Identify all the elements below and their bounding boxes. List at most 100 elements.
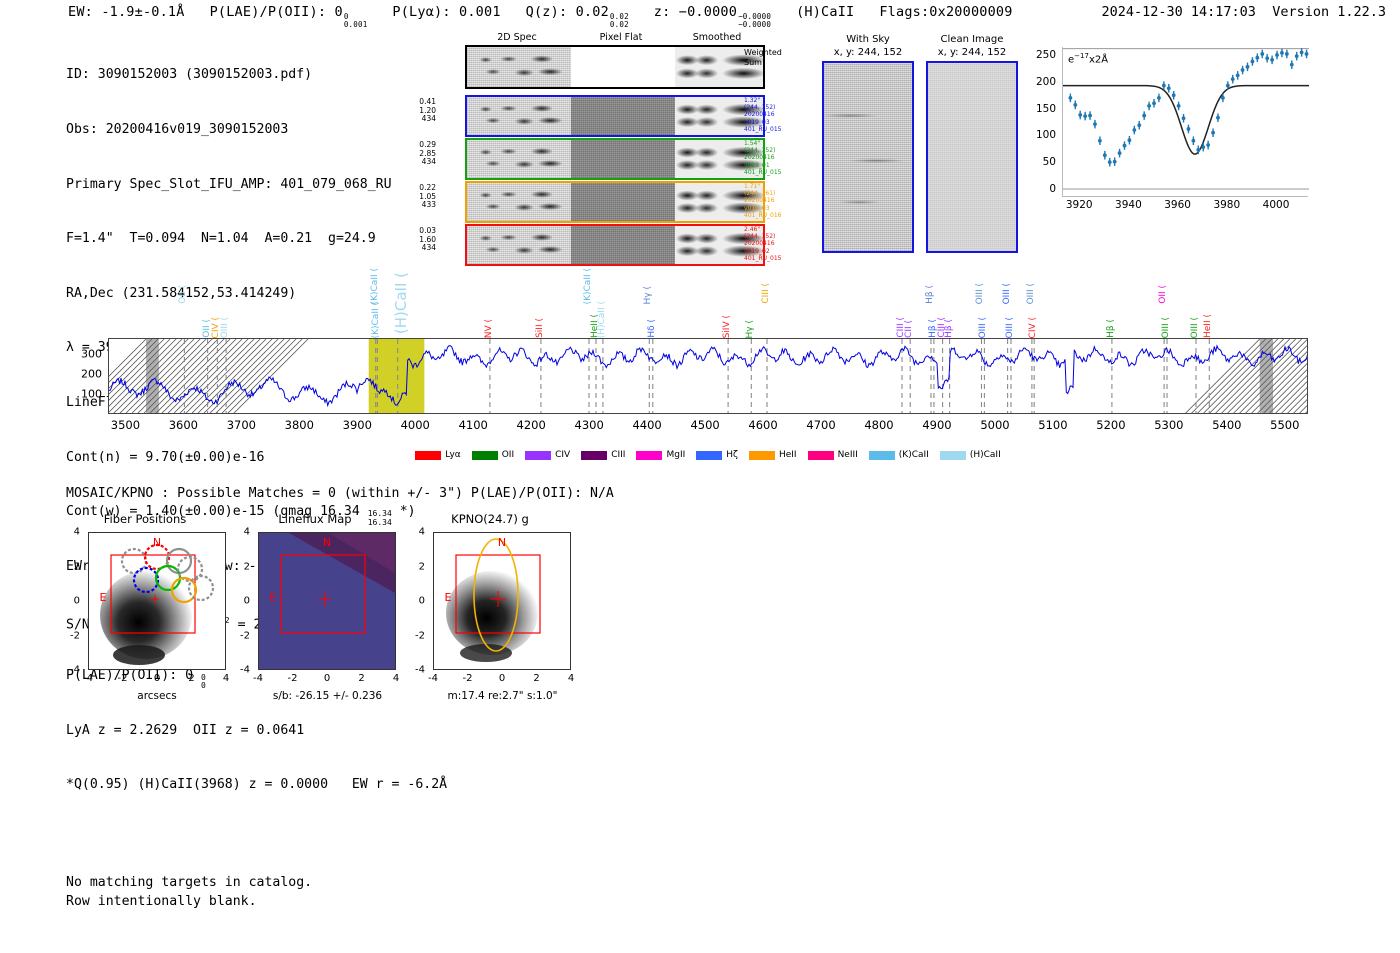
spec2d-row-1[interactable] [465,95,765,137]
spectrum-x-tick: 4800 [864,418,894,432]
mosaic-x-tick: -4 [83,673,93,684]
legend-item[interactable]: MgII [636,450,685,460]
emission-line-label: OIII ( [1005,316,1016,338]
spec2d-image-smoothed [675,47,763,87]
legend-item[interactable]: CIV [525,450,570,460]
legend-item[interactable]: CIII [581,450,625,460]
full-spectrum-chart[interactable]: OII (OII (CIV (OIII ((K)CaII ((K)CaII ((… [60,262,1310,477]
plae-poii-value: 0 [334,4,343,20]
mosaic-x-tick: 0 [323,673,331,684]
mosaic-x-tick: 4 [392,673,400,684]
spectrum-x-tick: 4200 [516,418,546,432]
info-z-solutions: LyA z = 2.2629 OII z = 0.0641 [66,722,305,738]
spectrum-x-tick: 4100 [458,418,488,432]
plae-poii-label: P(LAE)/P(OII): [209,4,327,20]
legend-item[interactable]: HeII [748,450,797,460]
spec2d-panel-group: 2D Spec Pixel Flat Smoothed Weighted Sum… [419,32,800,267]
spec2d-row-2-meta: 1.54" (244, 152) 20200416 v019_01 401_RU… [744,140,782,176]
spec2d-row-4[interactable] [465,224,765,266]
spec2d-row-3[interactable] [465,181,765,223]
lineflux-map-panel[interactable]: Lineflux Map N E s/b: -26.15 +/- 0.236 4… [230,512,400,702]
spec2d-image-smoothed [675,226,763,264]
clean-image-title: Clean Image [940,34,1004,45]
mosaic-x-tick: 2 [188,673,195,684]
with-sky-image [822,61,914,253]
lineflux-map-title: Lineflux Map [278,512,352,526]
spec2d-row-2[interactable] [465,138,765,180]
emission-line-label: OIII ( [1025,282,1036,304]
emission-line-label: Hβ ( [925,285,936,304]
spec2d-row-4-meta: 2.46" (244, 152) 20200416 v019_02 401_RU… [744,226,782,262]
legend-item[interactable]: (K)CaII [868,450,929,460]
fiber-positions-panel[interactable]: Fiber Positions [60,512,230,702]
spec2d-image-pixelflat [571,47,675,87]
redshift-value: −0.0000 [678,4,738,20]
qz-value: 0.02 [575,4,609,20]
legend-label: MgII [666,450,686,460]
spec2d-row-weighted-sum[interactable] [465,45,765,89]
clean-image-image [926,61,1018,253]
spec2d-image-smoothed [675,183,763,221]
legend-label: Lyα [445,450,461,460]
svg-text:N: N [498,536,506,549]
spectrum-x-tick: 3600 [168,418,198,432]
line-fit-x-tick: 3940 [1115,199,1142,211]
fiber-positions-title: Fiber Positions [103,512,187,526]
kpno-panel[interactable]: KPNO(24.7) g N E m:17.4 re:2.7" s:1.0" 4… [405,512,575,702]
emission-line-label: Hδ ( [646,319,657,338]
emission-line-label: OIII ( [1189,316,1200,338]
legend-item[interactable]: OII [471,450,514,460]
line-fit-y-tick: 250 [1035,49,1056,62]
emission-line-label: SiII ( [534,318,545,338]
legend-swatch [581,450,608,460]
legend-item[interactable]: NeIII [807,450,858,460]
info-continuum-narrow: Cont(n) = 9.70(±0.00)e-16 [66,449,265,465]
legend-item[interactable]: (H)CaII [939,450,1001,460]
mosaic-x-tick: 2 [533,673,540,684]
legend-item[interactable]: Hζ [696,450,738,460]
emission-line-legend[interactable]: Lyα OII CIV CIII MgII Hζ HeII NeIII (K)CaII (H)Ca… [108,450,1308,460]
line-fit-y-tick: 150 [1035,102,1056,115]
spec2d-weighted-sum-label: Weighted Sum [744,48,782,67]
line-fit-units-annotation: e−17x2Å [1068,52,1109,66]
emission-line-label: OIII ( [978,316,989,338]
mosaic-x-tick: 2 [358,673,365,684]
line-fit-x-tick: 4000 [1262,199,1290,211]
lineflux-map-footer: s/b: -26.15 +/- 0.236 [272,690,383,702]
summary-header: EW: -1.9±-0.1Å P(LAE)/P(OII): 0 0 0.001 P(… [68,4,1388,28]
kpno-svg: N E [434,533,570,669]
info-chi2-exponent: 2 [224,616,230,626]
clean-image-panel[interactable]: Clean Image x, y: 244, 152 [926,34,1018,253]
legend-label: CIII [611,450,626,460]
mosaic-y-tick: -2 [415,630,425,641]
emission-line-label: OIII ( [220,316,231,338]
emission-line-label: CIV ( [1028,316,1039,338]
spectrum-y-tick: 200 [81,367,102,381]
lineflux-map-svg: N E [259,533,395,669]
kpno-title: KPNO(24.7) g [451,512,529,526]
spectrum-x-tick: 5500 [1270,418,1300,432]
with-sky-coords: x, y: 244, 152 [833,46,903,58]
legend-label: NeIII [837,450,858,460]
line-fit-x-tick: 3960 [1164,199,1191,211]
spec2d-image-smoothed [675,97,763,135]
with-sky-title: With Sky [846,34,890,45]
svg-text:E: E [270,591,277,604]
plya-label: P(Lyα): [392,4,451,20]
header-timestamp-version: 2024-12-30 14:17:03 Version 1.22.3 [1102,4,1387,20]
line-fit-chart[interactable]: e−17x2Å 0 50 100 150 200 250 3920 3940 3960 3980… [1030,47,1309,223]
emission-line-label: OIII ( [1001,282,1012,304]
spectrum-y-tick: 100 [81,387,102,401]
emission-line-label: (K)CaII ( [371,301,382,338]
spec2d-image-pixelflat [571,226,675,264]
mosaic-y-tick: 0 [73,595,80,607]
legend-label: HeII [778,450,797,460]
emission-line-label: OIII ( [1160,316,1171,338]
info-id: ID: 3090152003 (3090152003.pdf) [66,67,313,83]
spectrum-x-tick: 4600 [748,418,778,432]
legend-item[interactable]: Lyα [415,450,461,460]
legend-label: (H)CaII [969,450,1001,460]
with-sky-panel[interactable]: With Sky x, y: 244, 152 [822,34,914,253]
mosaic-y-tick: 0 [243,595,250,607]
info-continuum-wide-post: *) [391,504,416,520]
